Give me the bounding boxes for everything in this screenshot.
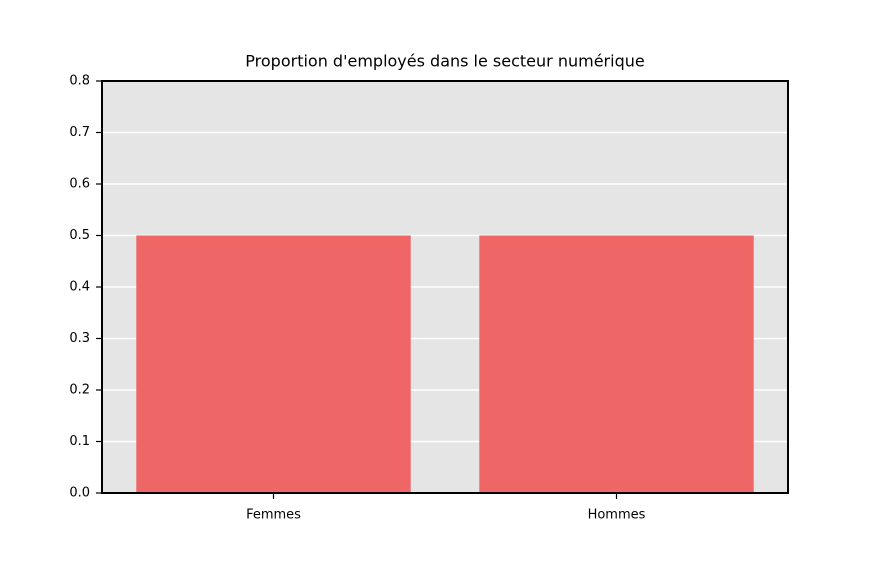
y-tick-label: 0.1 [69, 434, 90, 449]
y-tick-label: 0.0 [69, 486, 90, 501]
bar [479, 235, 754, 493]
marks [136, 235, 754, 493]
y-tick-label: 0.8 [69, 74, 90, 89]
y-tick-label: 0.4 [69, 280, 90, 295]
y-tick-label: 0.5 [69, 228, 90, 243]
x-tick-label: Femmes [246, 508, 301, 523]
chart-title: Proportion d'employés dans le secteur nu… [245, 52, 644, 71]
y-tick-label: 0.2 [69, 383, 90, 398]
y-tick-label: 0.6 [69, 177, 90, 192]
bar [136, 235, 411, 493]
y-tick-label: 0.7 [69, 125, 90, 140]
x-tick-label: Hommes [588, 508, 646, 523]
y-tick-label: 0.3 [69, 331, 90, 346]
